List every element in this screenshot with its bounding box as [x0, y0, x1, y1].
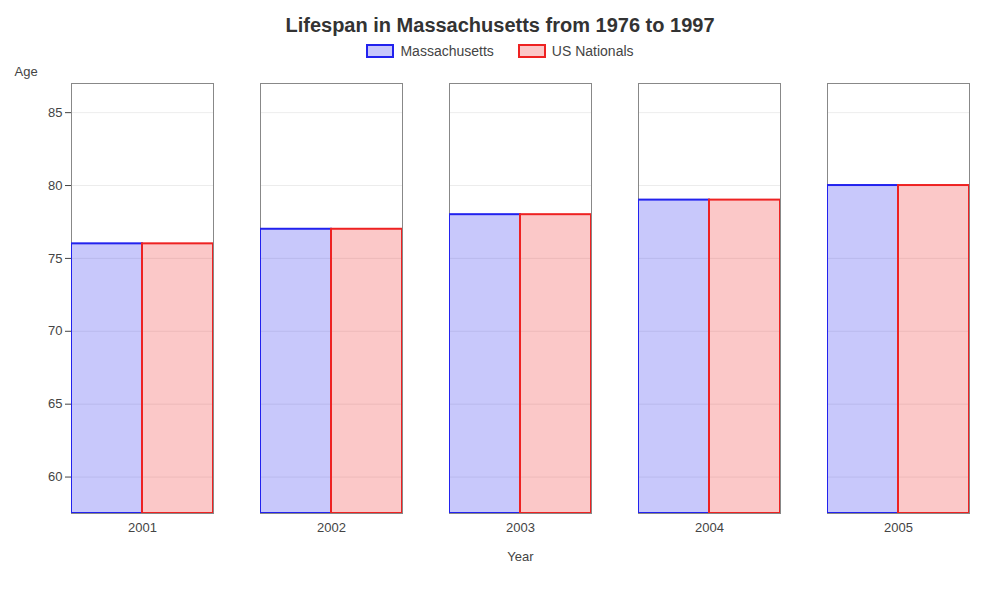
svg-text:2005: 2005 — [884, 520, 913, 535]
html-text:US Nationals: US Nationals — [551, 43, 634, 59]
svg-text:75: 75 — [48, 251, 62, 266]
svg-text:60: 60 — [48, 469, 62, 484]
svg-text:80: 80 — [48, 178, 62, 193]
svg-text:2001: 2001 — [128, 520, 157, 535]
html-text:Lifespan in Massachusetts from: Lifespan in Massachusetts from 1976 to 1… — [285, 14, 715, 36]
svg-text:Age: Age — [15, 64, 38, 79]
svg-text:2003: 2003 — [506, 520, 535, 535]
svg-text:70: 70 — [48, 323, 62, 338]
html-text:Massachusetts: Massachusetts — [400, 43, 494, 59]
svg-text:65: 65 — [48, 396, 62, 411]
svg-text:85: 85 — [48, 105, 62, 120]
svg-text:Year: Year — [507, 549, 534, 564]
svg-text:2002: 2002 — [317, 520, 346, 535]
svg-text:2004: 2004 — [695, 520, 724, 535]
